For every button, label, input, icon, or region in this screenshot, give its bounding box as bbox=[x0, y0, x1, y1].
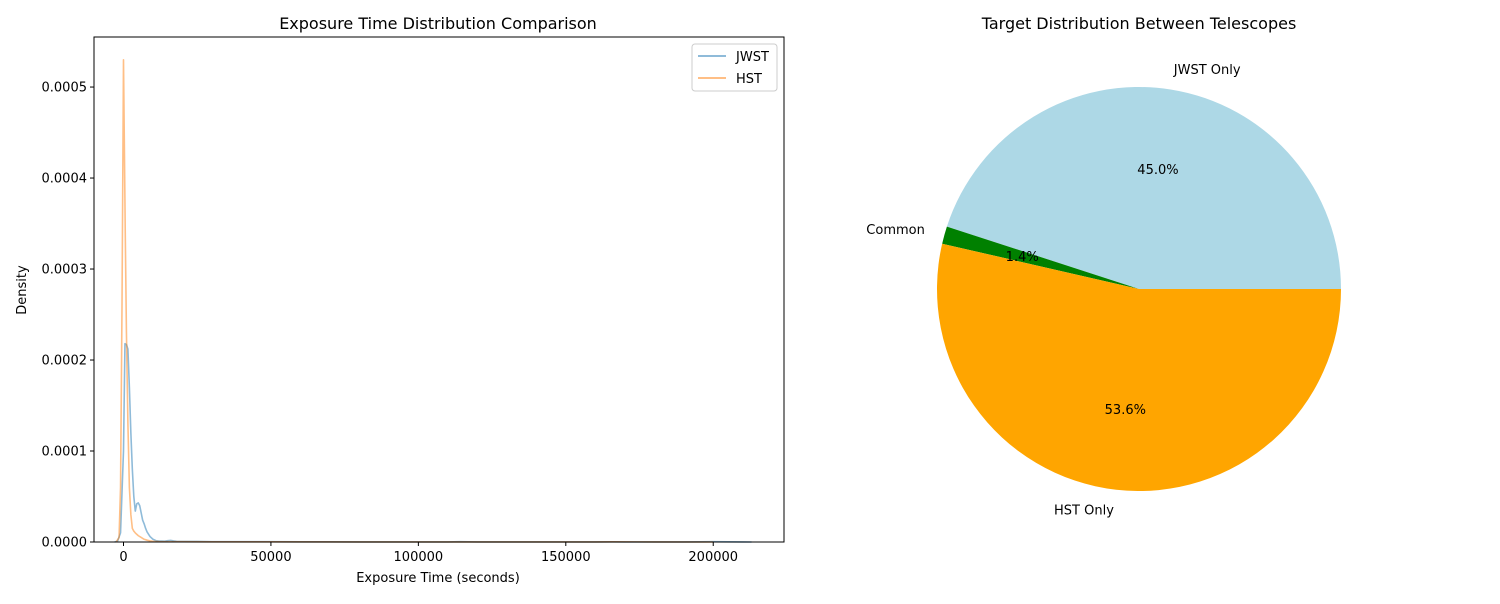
chart-title: Exposure Time Distribution Comparison bbox=[279, 14, 597, 33]
x-tick-label: 0 bbox=[119, 550, 127, 565]
pie-label-jwst-only: JWST Only bbox=[1173, 63, 1241, 78]
legend: JWST HST bbox=[691, 43, 778, 92]
y-tick-label: 0.0002 bbox=[42, 354, 88, 369]
pie-label-common: Common bbox=[866, 223, 925, 238]
series-line-hst bbox=[115, 58, 714, 543]
pie-pct-jwst-only: 45.0% bbox=[1137, 163, 1178, 178]
legend-label-jwst: JWST bbox=[735, 50, 769, 65]
legend-label-hst: HST bbox=[736, 72, 762, 87]
series-line-jwst bbox=[114, 342, 752, 543]
x-tick-label: 100000 bbox=[394, 550, 444, 565]
pie-labels: JWST Only 45.0% Common 1.4% HST Only 53.6% bbox=[866, 63, 1241, 518]
pie-slice-common bbox=[942, 226, 1139, 289]
y-tick-label: 0.0000 bbox=[42, 536, 88, 551]
pie-title: Target Distribution Between Telescopes bbox=[981, 14, 1297, 33]
pie-pct-hst-only: 53.6% bbox=[1105, 403, 1146, 418]
x-tick-label: 50000 bbox=[250, 550, 291, 565]
y-tick-label: 0.0003 bbox=[42, 263, 88, 278]
y-axis: 0.0000 0.0001 0.0002 0.0003 0.0004 0.0005 bbox=[42, 81, 94, 551]
pie-slice-hst-only bbox=[937, 243, 1341, 492]
x-axis: 0 50000 100000 150000 200000 bbox=[119, 542, 738, 565]
pie-chart: Target Distribution Between Telescopes J… bbox=[866, 14, 1341, 518]
y-axis-label: Density bbox=[15, 265, 30, 315]
y-tick-label: 0.0004 bbox=[42, 172, 88, 187]
x-tick-label: 200000 bbox=[688, 550, 738, 565]
pie-slice-jwst-only bbox=[946, 87, 1341, 289]
axes-frame bbox=[93, 36, 785, 543]
y-tick-label: 0.0001 bbox=[42, 445, 88, 460]
x-tick-label: 150000 bbox=[541, 550, 591, 565]
plot-area bbox=[114, 58, 752, 543]
pie-label-hst-only: HST Only bbox=[1054, 503, 1114, 518]
density-chart: Exposure Time Distribution Comparison 0 5… bbox=[15, 14, 785, 586]
pie-slices bbox=[937, 87, 1341, 492]
y-tick-label: 0.0005 bbox=[42, 81, 88, 96]
x-axis-label: Exposure Time (seconds) bbox=[356, 571, 520, 586]
pie-pct-common: 1.4% bbox=[1006, 250, 1039, 265]
